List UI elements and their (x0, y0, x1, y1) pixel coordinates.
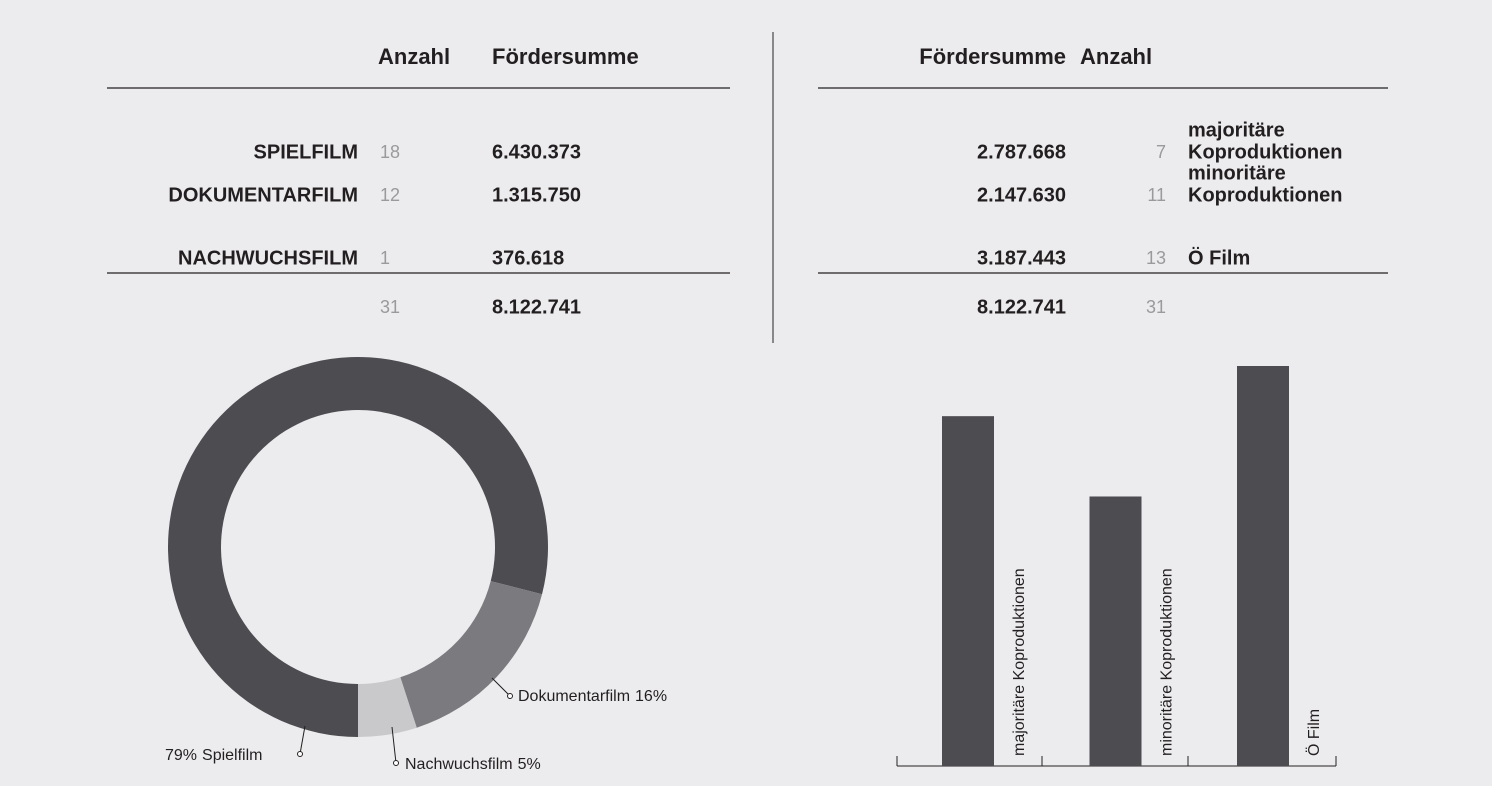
leader-dot (297, 751, 303, 757)
row-label: DOKUMENTARFILM (168, 184, 358, 206)
donut-segment (400, 581, 543, 728)
sum: 3.187.443 (977, 247, 1066, 269)
leader-line (491, 677, 511, 697)
bar-label: majoritäre Koproduktionen (1011, 568, 1028, 756)
count: 7 (1156, 142, 1166, 162)
column-header: Fördersumme (492, 44, 639, 69)
leader-line (391, 726, 397, 764)
count: 1 (380, 248, 390, 268)
total-count: 31 (1146, 297, 1166, 317)
row-label: Koproduktionen (1188, 141, 1342, 163)
label-part: 79% (165, 747, 197, 764)
sum: 1.315.750 (492, 184, 581, 206)
row-label: NACHWUCHSFILM (178, 247, 358, 269)
leader-dot (507, 693, 513, 699)
row-label: minoritäre (1188, 162, 1286, 184)
row-label: Ö Film (1188, 246, 1250, 269)
label-part: Spielfilm (202, 747, 262, 764)
donut-segment (358, 677, 417, 737)
bar (1237, 366, 1289, 766)
slice-label: Nachwuchsfilm 5% (405, 756, 541, 773)
column-header: Anzahl (378, 44, 450, 69)
count: 11 (1147, 185, 1166, 205)
slice-label: Dokumentarfilm 16% (518, 688, 667, 705)
leader-dot (393, 760, 399, 766)
leader-line (299, 725, 306, 755)
total-sum: 8.122.741 (977, 296, 1066, 318)
column-header: Anzahl (1080, 44, 1152, 69)
sum: 2.787.668 (977, 141, 1066, 163)
column-header: Fördersumme (919, 44, 1066, 69)
bar (1089, 496, 1142, 766)
label-part: 16% (635, 688, 667, 705)
label-part: 5% (518, 756, 541, 773)
total-count: 31 (380, 297, 400, 317)
sum: 6.430.373 (492, 141, 581, 163)
slice-label: 79% Spielfilm (165, 747, 263, 764)
row-label: Koproduktionen (1188, 184, 1342, 206)
label-part: Nachwuchsfilm (405, 756, 513, 773)
sum: 376.618 (492, 247, 564, 269)
bar-label: Ö Film (1305, 709, 1323, 756)
bar-label: minoritäre Koproduktionen (1159, 568, 1176, 756)
count: 12 (380, 185, 400, 205)
label-part: Dokumentarfilm (518, 688, 630, 705)
count: 18 (380, 142, 400, 162)
sum: 2.147.630 (977, 184, 1066, 206)
count: 13 (1146, 248, 1166, 268)
row-label: SPIELFILM (254, 141, 358, 163)
total-sum: 8.122.741 (492, 296, 581, 318)
row-label: majoritäre (1188, 119, 1285, 141)
bar (942, 416, 994, 766)
